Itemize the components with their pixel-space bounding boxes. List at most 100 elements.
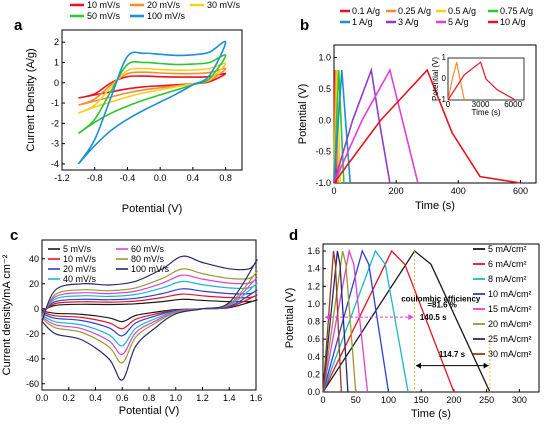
x-tick-label: 100: [381, 395, 396, 405]
y-tick-label: -2: [51, 118, 59, 128]
inset-y-tick: 0: [442, 74, 447, 83]
legend-label: 100 mV/s: [147, 11, 186, 21]
x-tick-label: 0.8: [143, 393, 156, 403]
y-tick-label: 0.6: [307, 334, 320, 344]
x-axis-label: Potential (V): [119, 405, 180, 417]
coulombic-label: coulombic efficiency: [401, 294, 481, 303]
y-tick-label: 40: [29, 254, 39, 264]
cv-curve: [78, 67, 227, 106]
legend-label: 3 A/g: [398, 17, 419, 27]
y-tick-label: 1: [54, 57, 59, 67]
gcd-curve: [333, 68, 521, 184]
panel-label-d: d: [289, 227, 298, 244]
inset-x-tick: 0: [446, 100, 451, 109]
cv-curve: [78, 62, 227, 114]
y-axis-label: Potential (V): [297, 84, 309, 145]
legend-label: 50 mV/s: [87, 11, 121, 21]
inset-x-label: Time (s): [471, 108, 500, 117]
y-tick-label: 0.5: [318, 84, 331, 94]
x-tick-label: 150: [414, 395, 429, 405]
legend-label: 5 mV/s: [63, 244, 92, 254]
legend-label: 0.25 A/g: [398, 6, 431, 16]
gcd-curve: [333, 70, 351, 184]
legend-label: 6 mA/cm²: [488, 259, 527, 269]
y-tick-label: 2: [54, 37, 59, 47]
x-tick-label: 600: [513, 186, 528, 196]
arrow-head: [325, 314, 330, 321]
y-tick-label: 1.4: [307, 264, 320, 274]
y-tick-label: 0.2: [307, 369, 320, 379]
arrow-head: [415, 362, 421, 369]
legend-label: 1 A/g: [352, 17, 373, 27]
inset-y-tick: 1: [442, 53, 447, 62]
legend-label: 5 mA/cm²: [488, 244, 527, 254]
y-tick-label: -1.0: [315, 178, 331, 188]
legend-label: 0.1 A/g: [352, 6, 380, 16]
x-tick-label: 50: [351, 395, 361, 405]
legend-label: 5 A/g: [448, 17, 469, 27]
y-tick-label: 0: [54, 78, 59, 88]
y-tick-label: 0.8: [307, 317, 320, 327]
legend-label: 10 A/g: [500, 17, 526, 27]
x-tick-label: 0.8: [219, 173, 232, 183]
x-tick-label: 1.6: [250, 393, 263, 403]
legend-label: 10 mV/s: [63, 254, 97, 264]
x-tick-label: 0.4: [187, 173, 200, 183]
legend-label: 15 mA/cm²: [488, 304, 532, 314]
x-tick-label: 400: [451, 186, 466, 196]
inset-curve: [447, 62, 465, 101]
arrow-head: [483, 362, 489, 369]
y-tick-label: 1.2: [307, 281, 320, 291]
x-axis-label: Time (s): [411, 408, 451, 420]
cv-curve: [41, 288, 258, 337]
gcd-curve: [322, 250, 349, 393]
legend-label: 30 mA/cm²: [488, 349, 532, 359]
x-tick-label: 0: [320, 395, 325, 405]
x-tick-label: 250: [479, 395, 494, 405]
x-tick-label: 1.2: [196, 393, 209, 403]
inset-x-tick: 6000: [504, 100, 522, 109]
x-tick-label: 0.0: [154, 173, 167, 183]
gcd-curve: [322, 248, 369, 393]
gcd-curve: [322, 249, 455, 393]
legend-label: 80 mV/s: [131, 254, 165, 264]
x-tick-label: 0.6: [116, 393, 129, 403]
gcd-curve: [322, 250, 491, 393]
gcd-curve: [322, 250, 357, 393]
x-tick-label: 200: [389, 186, 404, 196]
x-tick-label: 1.4: [223, 393, 236, 403]
cv-curve: [41, 268, 258, 364]
gcd-curve: [322, 249, 409, 393]
x-axis-label: Potential (V): [122, 203, 183, 215]
plot-frame: [322, 243, 540, 393]
legend-label: 10 mV/s: [87, 0, 121, 10]
legend-label: 30 mV/s: [207, 0, 241, 10]
y-axis-label: Current Density (A/g): [25, 48, 37, 151]
legend-label: 40 mV/s: [63, 274, 97, 284]
legend-label: 20 mA/cm²: [488, 319, 532, 329]
gcd-curve: [333, 70, 345, 184]
inset-y-tick: -1: [439, 95, 447, 104]
x-tick-label: -0.8: [87, 173, 103, 183]
gcd-curve: [322, 250, 342, 393]
legend-label: 0.5 A/g: [448, 6, 476, 16]
y-tick-label: -4: [51, 159, 59, 169]
x-tick-label: 0.4: [89, 393, 102, 403]
y-axis-label: Current density/mA cm⁻²: [1, 254, 13, 375]
gcd-curve: [333, 67, 419, 184]
efficiency-label: =81.6 %: [427, 300, 457, 309]
discharge-time-label: 114.7 s: [439, 350, 466, 359]
inset-x-tick: 3000: [472, 100, 490, 109]
y-tick-label: 0: [34, 304, 39, 314]
inset-y-label: Potential (V): [431, 57, 440, 101]
x-tick-label: 0.2: [62, 393, 75, 403]
legend-label: 60 mV/s: [131, 244, 165, 254]
gcd-curve: [322, 249, 390, 393]
cv-curve: [41, 293, 258, 330]
cv-curve: [41, 298, 258, 323]
panel-label-c: c: [10, 227, 18, 244]
plot-frame: [61, 29, 243, 171]
y-tick-label: 1.0: [307, 299, 320, 309]
